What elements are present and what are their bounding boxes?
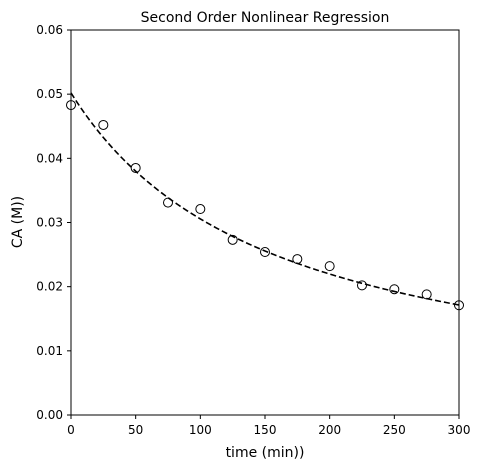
data-point — [195, 204, 206, 215]
x-tick-label: 250 — [383, 423, 406, 437]
data-point — [98, 119, 109, 130]
y-axis-label: CA (M)) — [10, 196, 26, 248]
data-point — [389, 284, 400, 295]
y-tick-label: 0.05 — [36, 87, 63, 101]
data-point — [227, 234, 238, 245]
y-tick-label: 0.06 — [36, 23, 63, 37]
data-point — [163, 197, 173, 208]
chart-title: Second Order Nonlinear Regression — [141, 10, 390, 26]
data-point — [292, 254, 303, 265]
x-tick-label: 100 — [189, 423, 212, 437]
plot-frame — [70, 29, 460, 416]
y-tick-label: 0.00 — [36, 408, 63, 422]
y-tick-label: 0.04 — [36, 151, 63, 165]
fit-line — [70, 92, 460, 306]
data-point — [260, 247, 270, 258]
x-axis-label: time (min)) — [226, 445, 305, 461]
x-tick-label: 200 — [318, 423, 341, 437]
data-point — [421, 289, 432, 300]
x-tick-label: 300 — [448, 423, 471, 437]
x-tick-label: 150 — [254, 423, 277, 437]
axis-ticks: 0 50 100 150 200 250 300 0.00 0.01 0.02 0.03 0.04 0.… — [36, 23, 470, 437]
y-tick-label: 0.01 — [36, 344, 63, 358]
x-tick-label: 0 — [67, 423, 75, 437]
plot-area — [66, 92, 464, 311]
y-tick-label: 0.03 — [36, 216, 63, 230]
y-tick-label: 0.02 — [36, 280, 63, 294]
x-tick-label: 50 — [128, 423, 143, 437]
data-point — [324, 261, 335, 272]
data-point — [130, 162, 141, 173]
data-point — [357, 280, 367, 291]
